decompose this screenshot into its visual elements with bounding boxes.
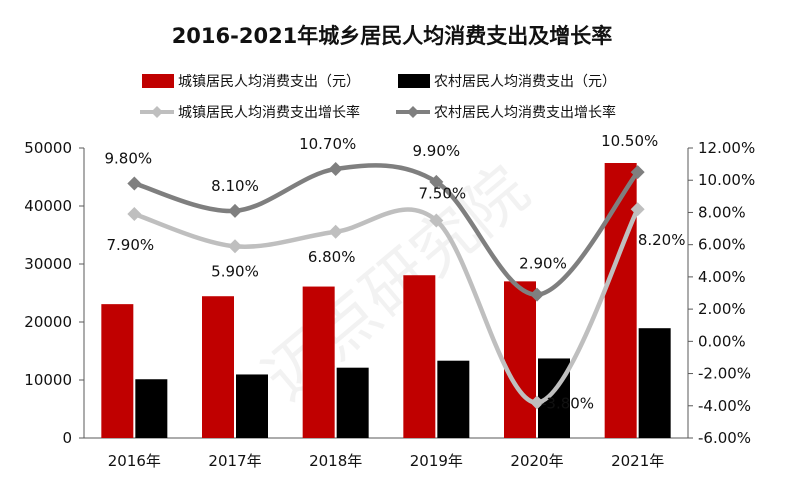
label-rural-growth: 8.10% — [211, 177, 259, 195]
y-left-tick-label: 20000 — [24, 313, 72, 331]
y-left-tick-label: 30000 — [24, 255, 72, 273]
point-rural-growth — [228, 203, 242, 218]
label-urban-growth: 7.90% — [107, 236, 155, 254]
point-urban-growth — [630, 202, 645, 217]
label-rural-growth: 10.70% — [299, 135, 356, 153]
line-series — [127, 161, 645, 410]
point-rural-growth — [630, 165, 645, 180]
legend-label-rural-growth: 农村居民人均消费支出增长率 — [434, 104, 616, 121]
y-left-tick-label: 40000 — [24, 197, 72, 215]
y-left-tick-label: 50000 — [24, 139, 72, 157]
point-rural-growth — [328, 161, 343, 176]
x-axis: 2016年 2017年 2018年 2019年 2020年 2021年 — [84, 437, 688, 470]
bar-rural-spend — [638, 328, 671, 438]
legend-label-rural-spend: 农村居民人均消费支出（元） — [434, 74, 616, 90]
bar-urban-spend — [403, 275, 436, 438]
label-urban-growth: -3.80% — [541, 395, 594, 413]
point-urban-growth — [429, 213, 444, 228]
y-left-tick-label: 0 — [62, 429, 72, 447]
label-urban-growth: 7.50% — [419, 185, 467, 203]
legend-marker-rural-growth — [407, 106, 419, 118]
y-axis-left: 0 10000 20000 30000 40000 50000 — [24, 139, 85, 447]
point-urban-growth — [228, 239, 242, 254]
label-urban-growth: 8.20% — [638, 231, 686, 249]
bar-urban-spend — [504, 281, 536, 438]
legend-label-urban-growth: 城镇居民人均消费支出增长率 — [178, 104, 360, 121]
y-right-tick-label: 2.00% — [698, 300, 746, 318]
legend-swatch-rural-spend — [398, 74, 430, 88]
x-tick-label: 2016年 — [108, 452, 161, 470]
point-rural-growth — [127, 176, 142, 191]
y-right-tick-label: 12.00% — [698, 139, 755, 157]
bar-series — [101, 163, 671, 438]
point-urban-growth — [127, 207, 142, 222]
label-rural-growth: 9.90% — [413, 142, 461, 160]
point-urban-growth — [328, 224, 343, 239]
y-right-tick-label: 4.00% — [698, 268, 746, 286]
y-left-tick-label: 10000 — [24, 371, 72, 389]
legend-label-urban-spend: 城镇居民人均消费支出（元） — [178, 74, 360, 90]
bar-urban-spend — [101, 304, 134, 438]
watermark: 迈点研究院 — [250, 153, 543, 415]
x-tick-label: 2020年 — [510, 452, 563, 470]
label-urban-growth: 6.80% — [308, 248, 356, 266]
y-right-tick-label: -6.00% — [698, 429, 751, 447]
point-rural-growth — [530, 287, 544, 302]
point-rural-growth — [429, 174, 444, 189]
legend: 城镇居民人均消费支出（元） 农村居民人均消费支出（元） 城镇居民人均消费支出增长… — [140, 74, 616, 121]
point-urban-growth — [530, 395, 544, 410]
x-tick-label: 2019年 — [410, 452, 463, 470]
y-right-tick-label: -4.00% — [698, 397, 751, 415]
x-tick-label: 2017年 — [208, 452, 261, 470]
data-labels: 7.90% 5.90% 6.80% 7.50% -3.80% 8.20% 9.80% 8.10… — [105, 132, 686, 412]
legend-marker-urban-growth — [151, 106, 163, 118]
x-tick-label: 2018年 — [309, 452, 362, 470]
x-tick-label: 2021年 — [611, 452, 664, 470]
y-right-tick-label: 10.00% — [698, 171, 755, 189]
y-right-tick-label: 0.00% — [698, 332, 746, 350]
legend-swatch-urban-spend — [142, 74, 174, 88]
bar-rural-spend — [236, 374, 268, 438]
bar-urban-spend — [202, 296, 234, 438]
label-urban-growth: 5.90% — [211, 262, 259, 280]
y-right-tick-label: 6.00% — [698, 236, 746, 254]
bar-rural-spend — [437, 360, 470, 438]
label-rural-growth: 9.80% — [105, 149, 153, 167]
label-rural-growth: 2.90% — [519, 255, 567, 273]
bar-urban-spend — [302, 286, 335, 438]
bar-rural-spend — [135, 379, 168, 438]
y-right-tick-label: 8.00% — [698, 203, 746, 221]
y-right-tick-label: -2.00% — [698, 365, 751, 383]
bar-rural-spend — [336, 367, 369, 438]
bar-urban-spend — [604, 163, 637, 438]
chart-title: 2016-2021年城乡居民人均消费支出及增长率 — [172, 24, 613, 48]
label-rural-growth: 10.50% — [601, 132, 658, 150]
y-axis-right: -6.00% -4.00% -2.00% 0.00% 2.00% 4.00% 6.00% 8.… — [687, 139, 755, 447]
